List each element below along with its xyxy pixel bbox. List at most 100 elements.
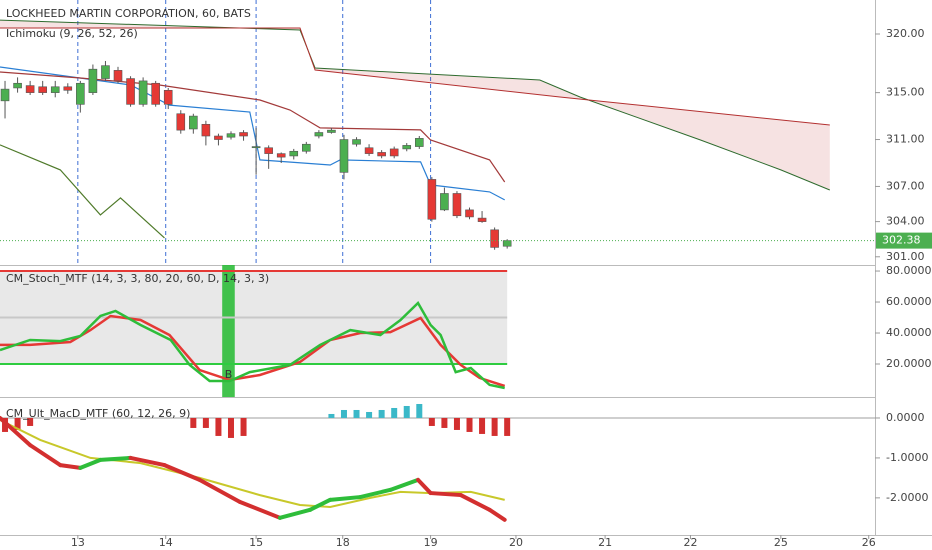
candle-body — [113, 70, 123, 82]
histogram-bar — [227, 417, 234, 438]
candle-body — [490, 229, 499, 248]
x-tick-label: 26 — [862, 536, 876, 549]
panel — [0, 403, 875, 522]
y-tick-label: 304.00 — [886, 215, 925, 228]
macd-segment — [58, 463, 83, 470]
stoch-line — [0, 314, 506, 388]
histogram-bar — [202, 417, 209, 428]
panel-title: LOCKHEED MARTIN CORPORATION, 60, BATS — [6, 7, 251, 20]
macd-segment — [128, 455, 167, 468]
macd-segment — [388, 477, 421, 492]
macd-segment — [487, 507, 507, 522]
stoch-line — [0, 300, 505, 390]
candle-body — [264, 147, 273, 154]
y-tick-label: 0.0000 — [886, 411, 925, 424]
candle-body — [414, 138, 424, 147]
candle-body — [364, 147, 374, 154]
candle-body — [214, 135, 223, 140]
y-tick-label: -1.0000 — [886, 451, 928, 464]
candle-body — [138, 80, 148, 105]
candle-body — [38, 86, 47, 93]
histogram-bar — [479, 417, 486, 434]
macd-segment — [458, 493, 492, 512]
candle-body — [440, 193, 449, 211]
x-tick-label: 25 — [774, 536, 788, 549]
senkou-span-b — [0, 27, 830, 126]
histogram-bar — [453, 417, 460, 430]
histogram-bar — [27, 417, 34, 426]
histogram-bar — [215, 417, 222, 436]
candle-body — [276, 153, 286, 158]
last-price-box — [876, 232, 932, 249]
candle-body — [13, 82, 22, 89]
candle-body — [314, 132, 324, 137]
macd-segment — [416, 477, 433, 496]
candle-body — [25, 85, 35, 93]
histogram-bar — [14, 417, 21, 430]
macd-segment — [237, 499, 282, 520]
histogram-bar — [328, 413, 335, 418]
x-tick-label: 20 — [509, 536, 523, 549]
y-tick-label: 40.0000 — [886, 326, 932, 339]
x-tick-label: 21 — [598, 536, 612, 549]
y-tick-label: 301.00 — [886, 250, 925, 263]
macd-segment — [78, 457, 103, 470]
macd-segment — [358, 487, 393, 500]
macd-segment — [162, 463, 202, 482]
x-tick-label: 22 — [683, 536, 697, 549]
macd-segment — [0, 415, 33, 448]
candle-body — [352, 139, 361, 145]
candle-body — [0, 88, 10, 102]
macd-segment — [328, 495, 363, 502]
candle-body — [76, 82, 85, 105]
candle-body — [402, 145, 412, 150]
candle-body — [327, 129, 336, 133]
y-tick-label: 60.0000 — [886, 295, 932, 308]
candle-body — [477, 217, 487, 222]
histogram-bar — [441, 417, 448, 428]
histogram-bar — [378, 409, 385, 418]
candle-body — [88, 68, 98, 93]
x-tick-label: 14 — [159, 536, 173, 549]
panel — [0, 0, 830, 265]
histogram-bar — [340, 409, 347, 418]
macd-segment — [277, 507, 313, 520]
candle-body — [226, 133, 236, 138]
candle-body — [151, 82, 160, 105]
candle-body — [201, 123, 211, 137]
x-tick-label: 19 — [424, 536, 438, 549]
histogram-bar — [491, 417, 498, 436]
candle-body — [502, 240, 512, 247]
macd-segment — [98, 455, 133, 462]
panel-title: CM_Stoch_MTF (14, 3, 3, 80, 20, 60, D, 1… — [6, 272, 269, 285]
y-tick-label: 315.00 — [886, 86, 925, 99]
candle-body — [377, 152, 386, 157]
candle-body — [50, 86, 60, 93]
histogram-bar — [190, 417, 197, 428]
panel-title: CM_Ult_MacD_MTF (60, 12, 26, 9) — [6, 407, 190, 420]
ichimoku-line — [0, 144, 165, 239]
candle-body — [452, 193, 462, 217]
ichimoku-line — [0, 71, 506, 183]
macd-segment — [28, 443, 63, 468]
candle-body — [427, 179, 437, 220]
panel-subtitle: Ichimoku (9, 26, 52, 26) — [6, 27, 138, 40]
panel — [0, 265, 508, 397]
histogram-bar — [240, 417, 247, 436]
y-tick-label: 320.00 — [886, 27, 925, 40]
histogram-bar — [403, 405, 410, 418]
histogram-bar — [391, 407, 398, 418]
y-tick-label: 80.0000 — [886, 264, 932, 277]
histogram-bar — [504, 417, 511, 436]
candle-body — [163, 89, 173, 105]
candle-body — [189, 115, 198, 130]
y-tick-label: 307.00 — [886, 179, 925, 192]
macd-segment — [428, 491, 463, 498]
x-tick-label: 15 — [249, 536, 263, 549]
y-tick-label: 20.0000 — [886, 357, 932, 370]
y-tick-label: 311.00 — [886, 133, 925, 146]
x-tick-label: 13 — [71, 536, 85, 549]
histogram-bar — [416, 403, 423, 418]
